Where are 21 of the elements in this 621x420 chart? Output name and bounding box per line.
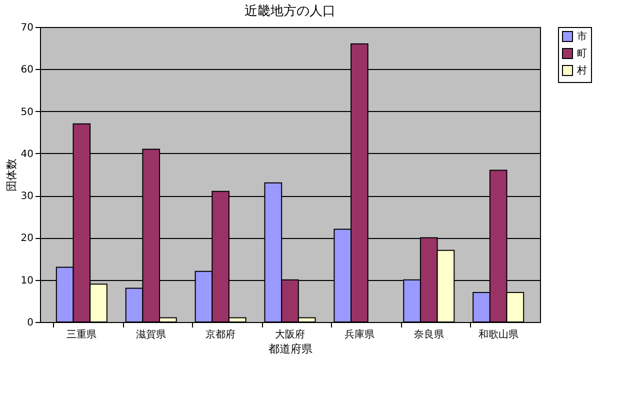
x-tick-label: 滋賀県: [136, 328, 166, 340]
legend-label: 村: [576, 64, 587, 76]
y-tick-label: 10: [20, 275, 34, 286]
x-tick-label: 兵庫県: [344, 328, 374, 340]
legend-label: 町: [577, 48, 587, 60]
x-axis-title: 都道府県: [268, 342, 312, 356]
legend-label: 市: [577, 30, 587, 42]
x-tick-label: 和歌山県: [478, 328, 518, 340]
y-axis-title: 団体数: [4, 158, 18, 192]
y-tick-label: 0: [27, 318, 34, 328]
y-tick-label: 30: [20, 191, 34, 202]
x-tick-label: 奈良県: [414, 328, 444, 340]
y-tick-label: 50: [20, 106, 34, 118]
y-tick-label: 40: [20, 148, 34, 160]
chart-title: 近畿地方の人口: [244, 3, 336, 19]
x-tick-label: 京都府: [206, 328, 236, 340]
y-tick-label: 20: [20, 233, 34, 244]
y-tick-label: 60: [20, 64, 34, 76]
x-tick-label: 三重県: [66, 328, 97, 340]
x-tick-label: 大阪府: [275, 328, 305, 340]
y-tick-label: 70: [20, 22, 34, 34]
